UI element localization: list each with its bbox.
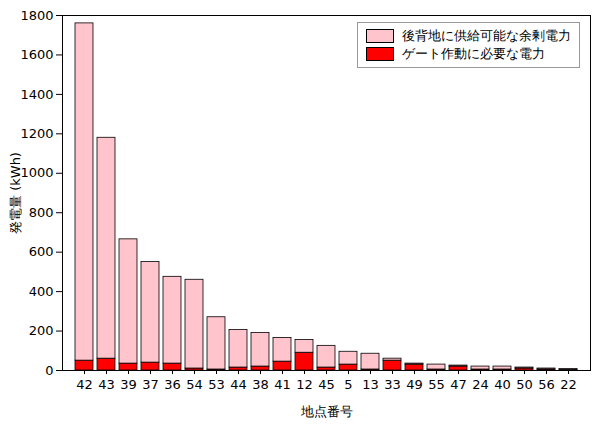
svg-text:1200: 1200 <box>20 126 53 141</box>
svg-text:1600: 1600 <box>20 47 53 62</box>
svg-text:33: 33 <box>384 377 401 392</box>
svg-text:12: 12 <box>296 377 313 392</box>
svg-text:0: 0 <box>45 363 53 378</box>
svg-text:45: 45 <box>318 377 335 392</box>
svg-text:地点番号: 地点番号 <box>300 404 353 419</box>
svg-text:24: 24 <box>472 377 489 392</box>
svg-text:800: 800 <box>29 205 54 220</box>
svg-text:43: 43 <box>98 377 115 392</box>
svg-text:38: 38 <box>252 377 269 392</box>
svg-text:22: 22 <box>560 377 577 392</box>
svg-text:13: 13 <box>362 377 379 392</box>
svg-text:200: 200 <box>29 323 54 338</box>
svg-text:49: 49 <box>406 377 423 392</box>
svg-text:55: 55 <box>428 377 445 392</box>
svg-text:50: 50 <box>516 377 533 392</box>
svg-text:47: 47 <box>450 377 467 392</box>
svg-text:40: 40 <box>494 377 511 392</box>
svg-text:37: 37 <box>142 377 159 392</box>
svg-text:41: 41 <box>274 377 291 392</box>
html-text:ゲート作動に必要な電力: ゲート作動に必要な電力 <box>402 46 545 61</box>
svg-text:53: 53 <box>208 377 225 392</box>
svg-text:54: 54 <box>186 377 203 392</box>
svg-text:39: 39 <box>120 377 137 392</box>
svg-text:36: 36 <box>164 377 181 392</box>
svg-text:400: 400 <box>29 284 54 299</box>
html-text:後背地に供給可能な余剰電力: 後背地に供給可能な余剰電力 <box>402 28 571 43</box>
svg-text:発電量 (kWh): 発電量 (kWh) <box>8 152 23 234</box>
svg-text:600: 600 <box>29 244 54 259</box>
svg-text:1000: 1000 <box>20 165 53 180</box>
svg-text:1800: 1800 <box>20 8 53 23</box>
svg-text:44: 44 <box>230 377 247 392</box>
svg-text:56: 56 <box>538 377 555 392</box>
svg-text:5: 5 <box>344 377 352 392</box>
svg-text:42: 42 <box>76 377 93 392</box>
svg-text:1400: 1400 <box>20 87 53 102</box>
